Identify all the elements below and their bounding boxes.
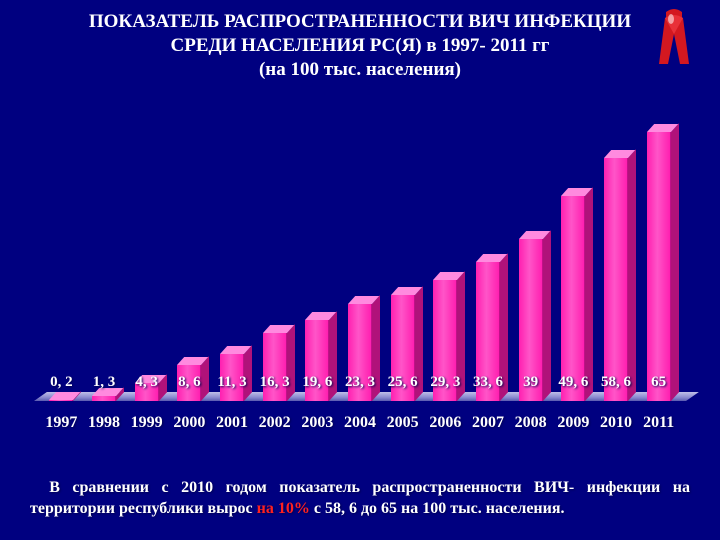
bar-value-label: 8, 6 <box>178 374 201 391</box>
x-axis-label: 2003 <box>301 414 333 432</box>
bar-value-label: 58, 6 <box>601 374 631 391</box>
bar-value-label: 16, 3 <box>260 374 290 391</box>
red-ribbon-icon <box>652 8 696 68</box>
title-line-3: (на 100 тыс. населения) <box>40 58 680 82</box>
x-axis-label: 2010 <box>600 414 632 432</box>
title-line-1: ПОКАЗАТЕЛЬ РАСПРОСТРАНЕННОСТИ ВИЧ ИНФЕКЦ… <box>40 10 680 34</box>
bar-value-label: 19, 6 <box>302 374 332 391</box>
bar-value-label: 25, 6 <box>388 374 418 391</box>
bar-value-label: 0, 2 <box>50 374 73 391</box>
x-axis-label: 2002 <box>259 414 291 432</box>
bar-value-label: 11, 3 <box>217 374 246 391</box>
bar-chart: 0, 2 1, 3 4, 3 8, 6 11, 3 16, 3 19, 6 23, 3 25, … <box>40 100 680 440</box>
x-axis-label: 2007 <box>472 414 504 432</box>
x-axis-labels: 1997 1998 1999 2000 2001 2002 2003 2004 2005 2006… <box>40 412 680 440</box>
bar-value-label: 29, 3 <box>430 374 460 391</box>
footer-text: В сравнении с 2010 годом показатель расп… <box>30 477 690 520</box>
footer-accent: на 10% <box>257 500 310 517</box>
x-axis-label: 2006 <box>429 414 461 432</box>
bar-value-label: 65 <box>651 374 666 391</box>
bar-value-label: 49, 6 <box>558 374 588 391</box>
footer-post: с 58, 6 до 65 на 100 тыс. населения. <box>310 500 565 517</box>
x-axis-label: 2009 <box>557 414 589 432</box>
bar-value-label: 23, 3 <box>345 374 375 391</box>
bar-value-label: 1, 3 <box>93 374 116 391</box>
x-axis-label: 2011 <box>643 414 674 432</box>
x-axis-label: 2000 <box>173 414 205 432</box>
plot-area: 0, 2 1, 3 4, 3 8, 6 11, 3 16, 3 19, 6 23, 3 25, … <box>40 100 680 410</box>
x-axis-label: 1998 <box>88 414 120 432</box>
chart-title: ПОКАЗАТЕЛЬ РАСПРОСТРАНЕННОСТИ ВИЧ ИНФЕКЦ… <box>0 0 720 85</box>
x-axis-label: 2004 <box>344 414 376 432</box>
bar-value-label: 4, 3 <box>135 374 158 391</box>
x-axis-label: 1997 <box>45 414 77 432</box>
title-line-2: СРЕДИ НАСЕЛЕНИЯ РС(Я) в 1997- 2011 гг <box>40 34 680 58</box>
x-axis-label: 2001 <box>216 414 248 432</box>
bar-value-label: 39 <box>523 374 538 391</box>
x-axis-label: 2005 <box>387 414 419 432</box>
bar-value-label: 33, 6 <box>473 374 503 391</box>
x-axis-label: 1999 <box>131 414 163 432</box>
x-axis-label: 2008 <box>515 414 547 432</box>
